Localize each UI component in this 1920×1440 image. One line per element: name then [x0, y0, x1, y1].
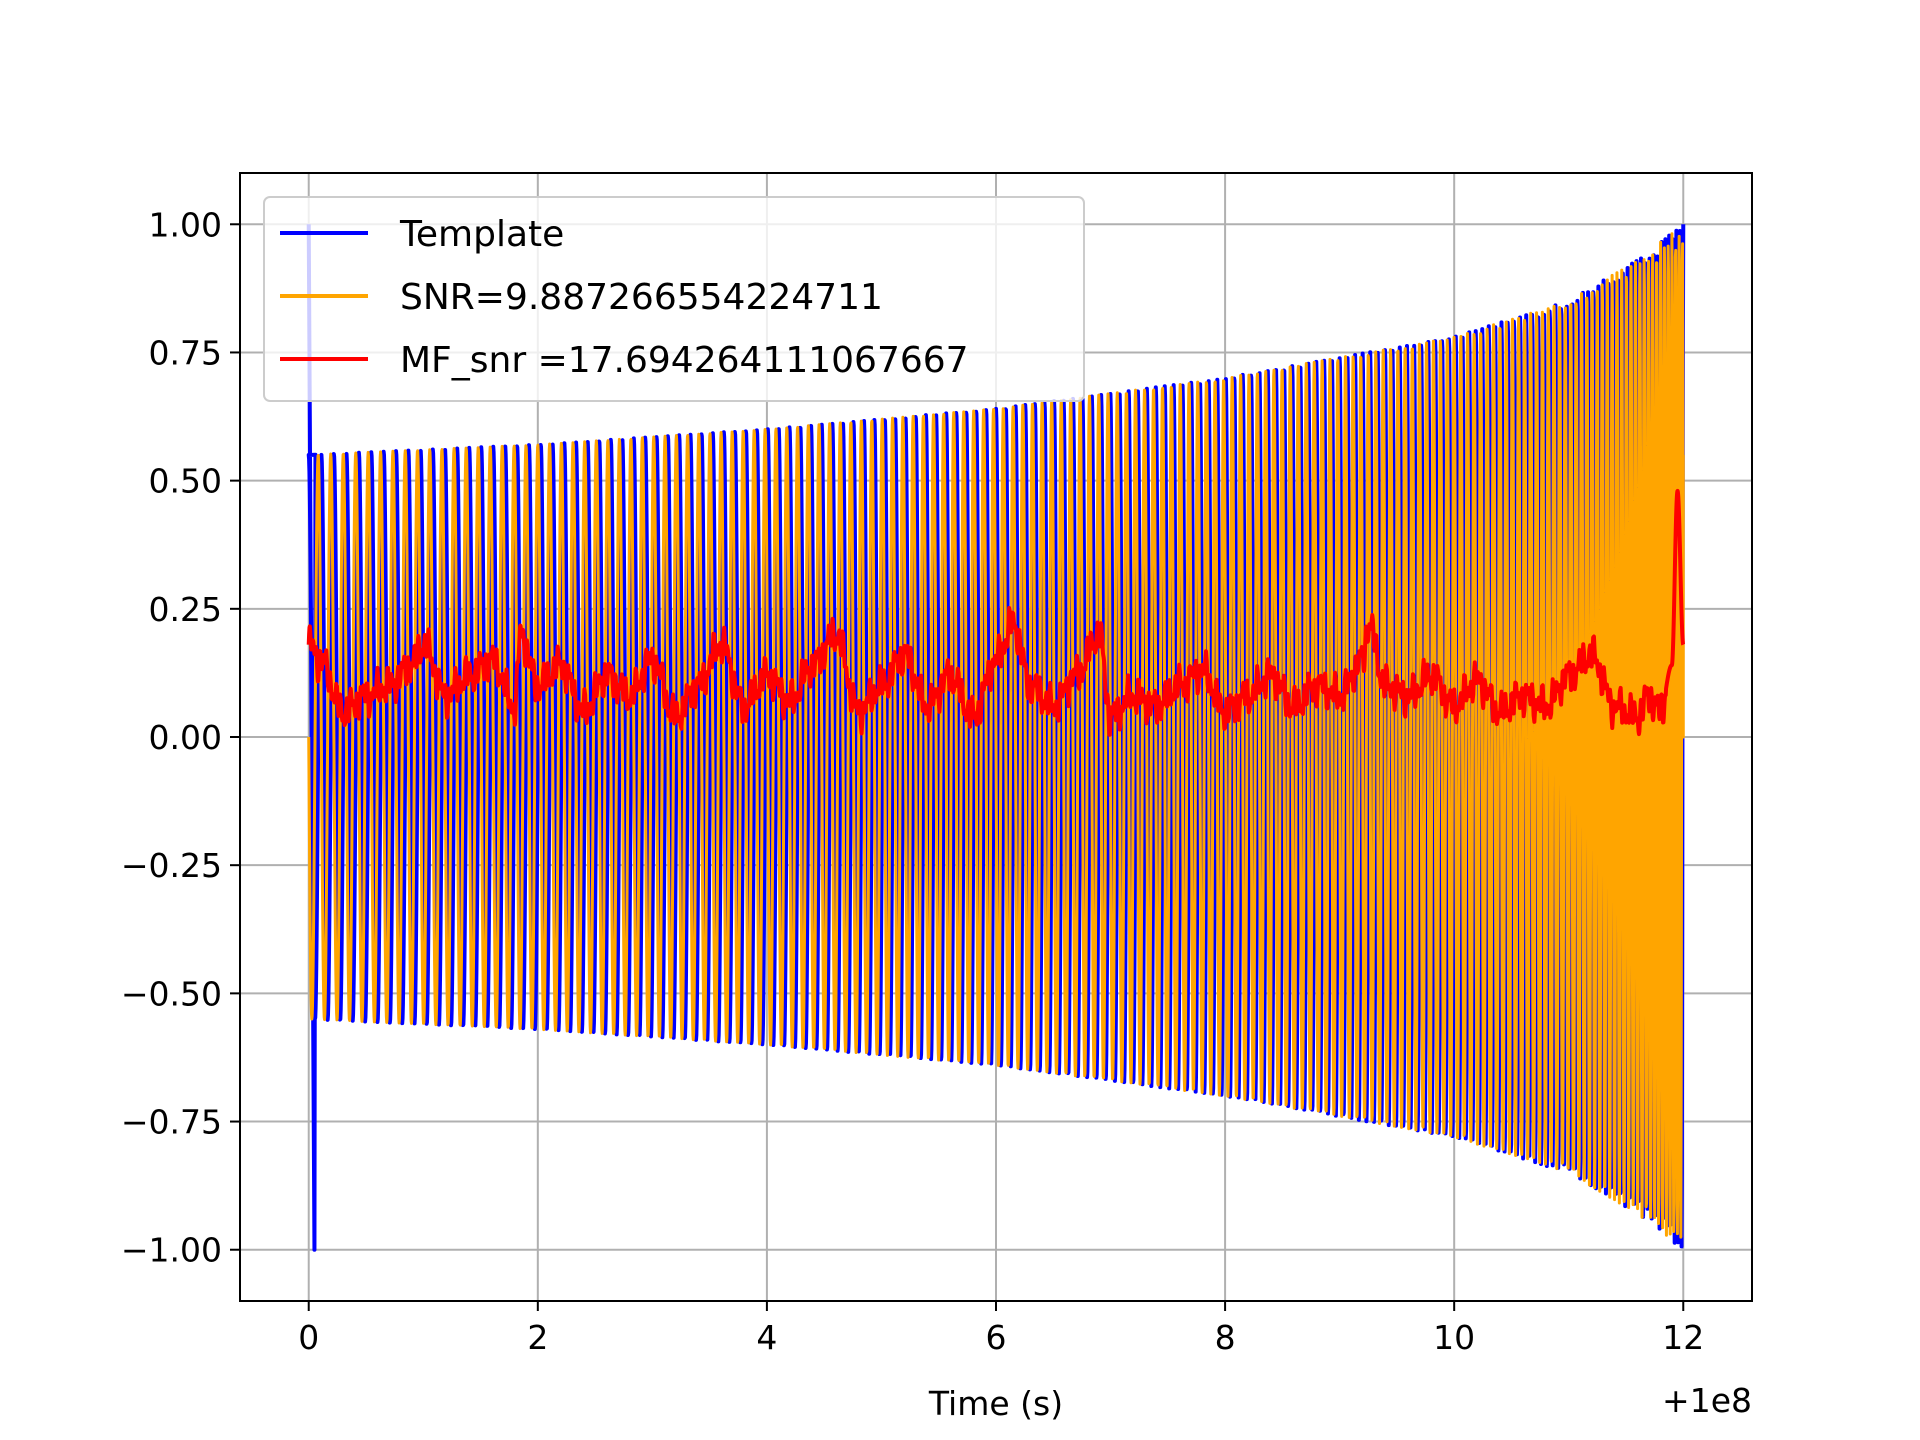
y-tick-label: 1.00 [149, 205, 222, 244]
x-tick-label: 6 [986, 1318, 1007, 1357]
series-mf-snr-line [306, 488, 1686, 737]
x-tick-label: 4 [756, 1318, 777, 1357]
x-tick-label: 0 [298, 1318, 319, 1357]
y-tick-label: 0.25 [149, 590, 222, 629]
x-tick-label: 2 [527, 1318, 548, 1357]
y-tick-label: −0.25 [121, 846, 222, 885]
y-tick-label: 0.50 [149, 462, 222, 501]
x-axis-offset-label: +1e8 [1662, 1381, 1752, 1420]
x-tick-label: 8 [1215, 1318, 1236, 1357]
legend-label-mf-snr: MF_snr =17.694264111067667 [400, 340, 969, 381]
legend-box [263, 196, 1085, 402]
y-axis-ticks: 1.00 0.75 0.50 0.25 0.00 −0.25 −0.50 −0.75 −1.00 [121, 205, 240, 1270]
legend-label-snr: SNR=9.887266554224711 [400, 277, 883, 318]
x-axis-label: Time (s) [928, 1384, 1063, 1423]
series-layer [306, 224, 1686, 1252]
x-tick-label: 12 [1662, 1318, 1704, 1357]
series-snr-line [307, 232, 1685, 1239]
y-tick-label: 0.00 [149, 718, 222, 757]
legend: Template SNR=9.887266554224711 MF_snr =1… [263, 196, 1085, 402]
x-tick-label: 10 [1433, 1318, 1475, 1357]
y-tick-label: 0.75 [149, 333, 222, 372]
y-tick-label: −0.75 [121, 1103, 222, 1142]
x-axis-ticks: 0 2 4 6 8 10 12 [298, 1301, 1704, 1357]
y-tick-label: −1.00 [121, 1231, 222, 1270]
legend-label-template: Template [399, 214, 564, 255]
y-tick-label: −0.50 [121, 974, 222, 1013]
